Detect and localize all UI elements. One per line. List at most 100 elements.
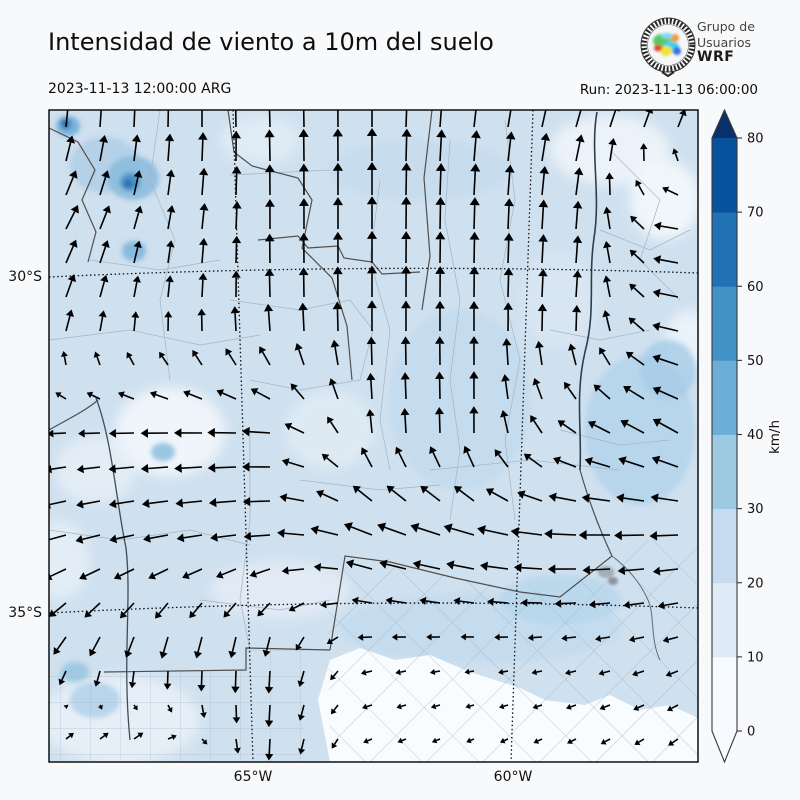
wind-arrow-shaft bbox=[660, 258, 679, 264]
wind-arrow-shaft bbox=[459, 600, 475, 604]
wind-arrow-head bbox=[557, 420, 566, 428]
wind-arrow-head bbox=[332, 162, 344, 171]
wind-arrow-shaft bbox=[404, 414, 407, 434]
wind-arrow-shaft bbox=[320, 566, 339, 570]
wind-arrow-head bbox=[140, 463, 149, 474]
wind-arrow-head bbox=[163, 683, 172, 690]
wind-arrow-head bbox=[198, 272, 208, 281]
wind-arrow-head bbox=[614, 530, 622, 541]
wind-arrow-shaft bbox=[250, 500, 271, 503]
wind-arrow-shaft bbox=[167, 704, 171, 709]
wind-arrow-shaft bbox=[201, 279, 204, 298]
wind-arrow-shaft bbox=[65, 110, 69, 128]
wind-arrow-head bbox=[69, 239, 78, 248]
wind-arrow-shaft bbox=[502, 670, 509, 673]
wind-arrow-head bbox=[419, 596, 427, 605]
wind-arrow-shaft bbox=[182, 500, 203, 504]
wind-arrow-shaft bbox=[56, 636, 67, 650]
wind-arrow-shaft bbox=[473, 205, 476, 230]
wind-arrow-head bbox=[198, 237, 208, 246]
wind-arrow-head bbox=[446, 560, 455, 570]
wind-arrow-shaft bbox=[637, 704, 645, 709]
wind-arrow-head bbox=[257, 609, 265, 617]
wind-arrow-shaft bbox=[123, 394, 135, 400]
logo-ribbon bbox=[661, 71, 675, 78]
wind-arrow-head bbox=[332, 266, 343, 275]
wind-arrow-shaft bbox=[660, 225, 679, 230]
wind-arrow-head bbox=[630, 215, 638, 223]
wind-arrow-head bbox=[78, 429, 85, 438]
wind-arrow-head bbox=[430, 703, 437, 710]
wind-arrow-head bbox=[279, 493, 288, 503]
wind-arrow-shaft bbox=[538, 347, 543, 366]
wind-arrow-head bbox=[128, 681, 137, 689]
wind-arrow-shaft bbox=[155, 393, 169, 400]
wind-arrow-shaft bbox=[133, 704, 136, 708]
wind-arrow-shaft bbox=[217, 534, 237, 539]
wind-arrow-shaft bbox=[674, 153, 679, 162]
wind-arrow-shaft bbox=[466, 451, 475, 468]
wind-arrow-head bbox=[396, 703, 402, 710]
wind-arrow-head bbox=[327, 416, 334, 424]
wind-arrow-head bbox=[264, 233, 275, 242]
wind-arrow-head bbox=[363, 737, 369, 744]
department-grid-lapampa bbox=[49, 648, 305, 762]
wind-arrow-head bbox=[501, 374, 510, 382]
wind-arrow-shaft bbox=[336, 309, 339, 332]
wind-arrow-head bbox=[58, 678, 66, 686]
wind-arrow-head bbox=[298, 128, 309, 137]
wind-arrow-shaft bbox=[606, 247, 611, 264]
wind-arrow-shaft bbox=[552, 533, 577, 536]
wind-arrow-head bbox=[290, 383, 298, 391]
logo-text-wrf: WRF bbox=[697, 49, 735, 65]
wind-arrow-head bbox=[259, 346, 267, 354]
wind-arrow-shaft bbox=[131, 670, 135, 683]
wind-arrow-shaft bbox=[575, 110, 582, 128]
wind-arrow-head bbox=[164, 133, 175, 142]
wind-arrow-head bbox=[477, 525, 486, 535]
wind-arrow-shaft bbox=[363, 452, 373, 468]
wind-arrow-head bbox=[166, 240, 175, 248]
wind-arrow-shaft bbox=[391, 489, 407, 502]
wind-arrow-shaft bbox=[419, 563, 441, 570]
wind-arrow-head bbox=[582, 565, 591, 575]
wind-arrow-shaft bbox=[439, 110, 443, 128]
wind-arrow-shaft bbox=[603, 670, 611, 674]
wind-arrow-shaft bbox=[49, 500, 67, 506]
wind-arrow-shaft bbox=[200, 670, 203, 686]
wind-arrow-shaft bbox=[401, 738, 407, 742]
wind-arrow-head bbox=[397, 737, 404, 744]
wind-arrow-shaft bbox=[438, 414, 441, 434]
wind-arrows bbox=[49, 100, 687, 761]
wind-arrow-head bbox=[202, 739, 208, 745]
wind-arrow-head bbox=[102, 732, 109, 739]
wind-arrow-head bbox=[159, 651, 168, 659]
wind-arrow-head bbox=[599, 704, 606, 711]
wind-arrow-shaft bbox=[350, 526, 373, 536]
wind-arrow-shaft bbox=[503, 704, 509, 708]
wind-arrow-head bbox=[625, 351, 634, 360]
wind-arrow-head bbox=[75, 535, 84, 544]
province-borders bbox=[49, 110, 613, 673]
wind-arrow-head bbox=[84, 610, 93, 618]
wind-arrow-shaft bbox=[469, 670, 475, 673]
wind-arrow-head bbox=[595, 634, 602, 643]
wind-arrow-shaft bbox=[609, 144, 614, 162]
wind-arrow-head bbox=[360, 447, 369, 456]
wind-arrow-head bbox=[101, 170, 110, 179]
wind-arrow-head bbox=[316, 489, 325, 498]
wind-arrow-head bbox=[429, 446, 437, 455]
wind-arrow-head bbox=[386, 485, 395, 494]
wind-arrow-head bbox=[264, 164, 275, 173]
wind-arrow-head bbox=[645, 110, 654, 114]
wind-arrow-shaft bbox=[158, 602, 169, 615]
wind-arrow-head bbox=[572, 269, 582, 278]
wind-arrow-head bbox=[97, 100, 106, 108]
colorbar-over-arrow bbox=[712, 110, 737, 138]
wind-arrow-shaft bbox=[367, 738, 373, 742]
wind-arrow-head bbox=[86, 391, 94, 399]
wind-arrow-head bbox=[629, 249, 637, 257]
wind-arrow-head bbox=[385, 596, 393, 605]
wind-arrow-shaft bbox=[133, 110, 136, 128]
wind-arrow-head bbox=[401, 231, 412, 240]
